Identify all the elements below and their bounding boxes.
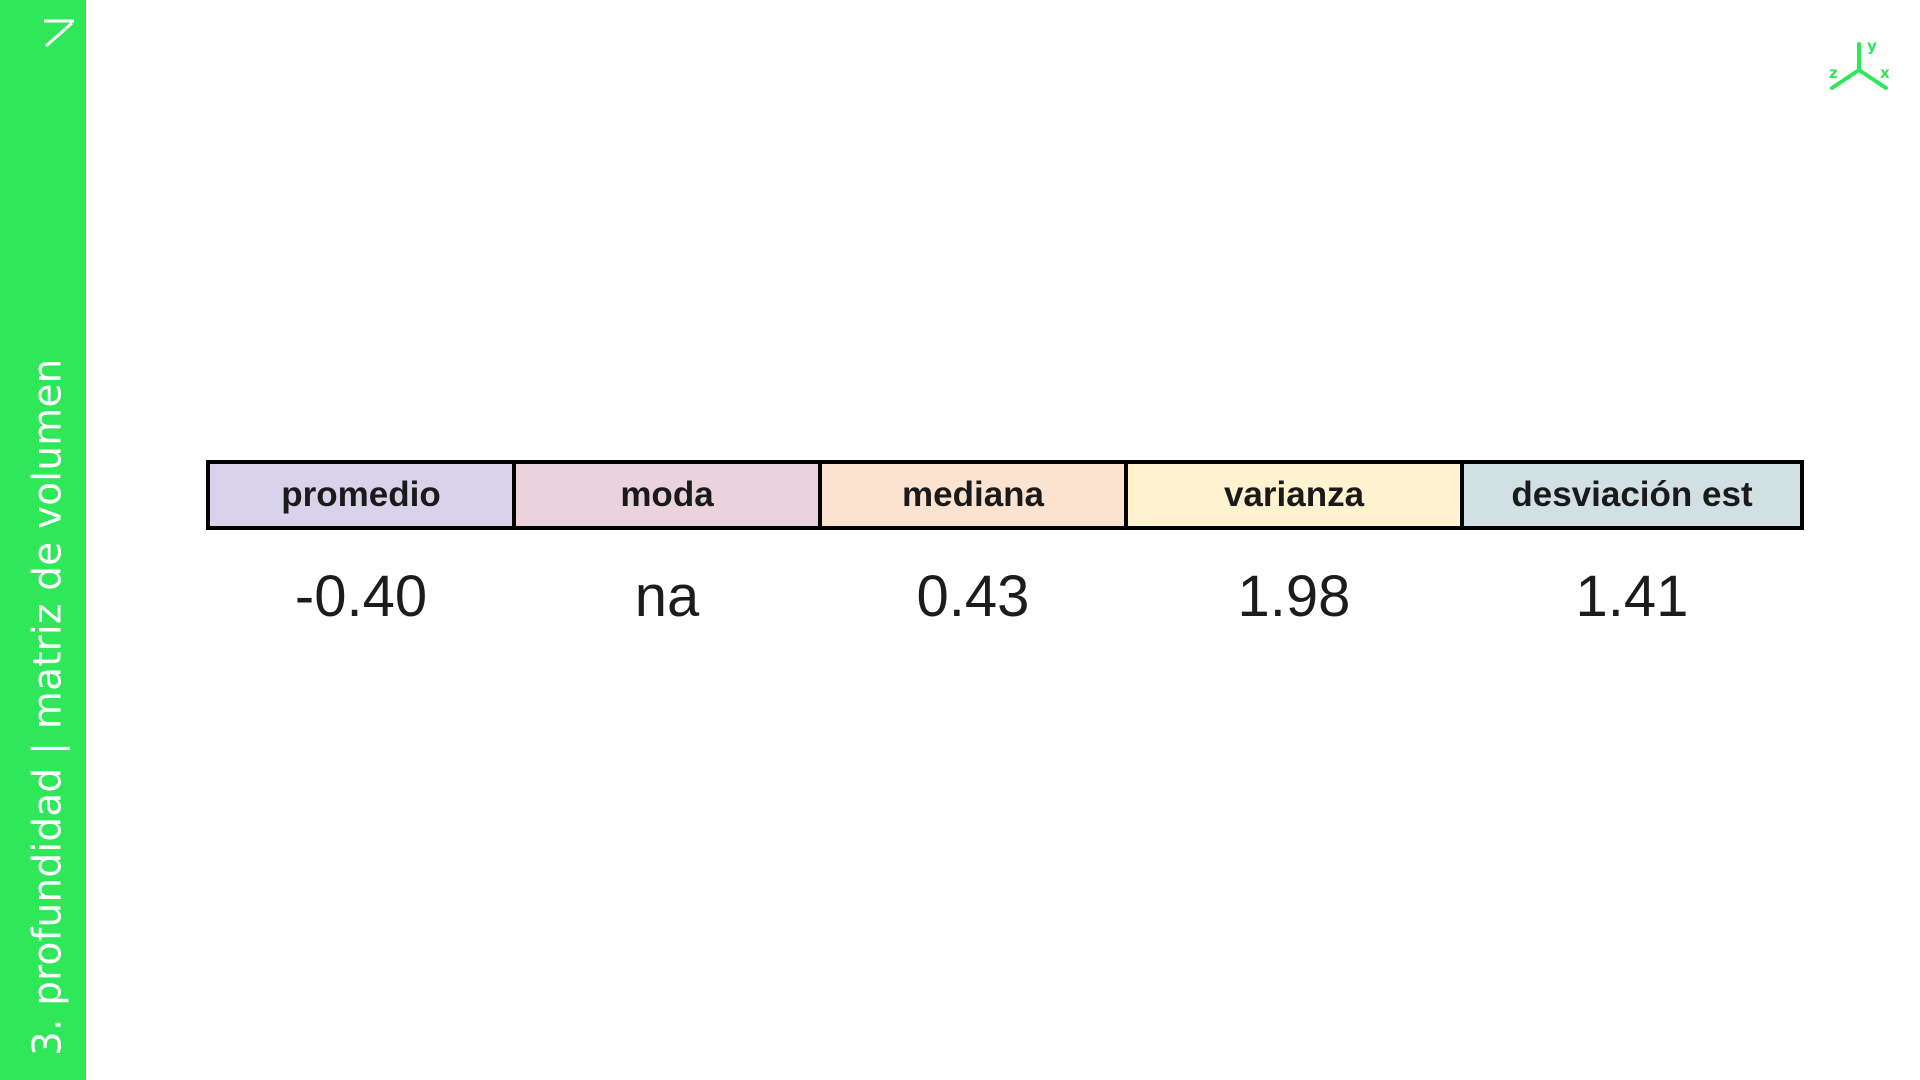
value-mediana: 0.43	[916, 563, 1030, 629]
header-mediana: mediana	[818, 460, 1128, 530]
corner-mark-icon	[44, 19, 74, 48]
value-desviacion-est: 1.41	[1575, 563, 1689, 629]
xyz-axes-icon: y z x	[1829, 37, 1890, 90]
axis-label-z: z	[1829, 64, 1838, 82]
section-title: 3. profundidad | matriz de volumen	[25, 358, 71, 1056]
sidebar-band: 3. profundidad | matriz de volumen	[0, 0, 86, 1080]
header-desviacion-est: desviación est	[1460, 460, 1804, 530]
value-moda: na	[634, 563, 700, 629]
header-promedio: promedio	[206, 460, 516, 530]
header-row: promedio moda mediana varianza desviació…	[206, 460, 1804, 530]
value-varianza: 1.98	[1237, 563, 1351, 629]
values-row: -0.40 na 0.43 1.98 1.41	[208, 528, 1802, 662]
header-moda: moda	[512, 460, 822, 530]
axis-label-x: x	[1880, 64, 1890, 82]
statistics-table: promedio moda mediana varianza desviació…	[206, 460, 1804, 662]
header-varianza: varianza	[1124, 460, 1464, 530]
value-promedio: -0.40	[294, 563, 428, 629]
axis-label-y: y	[1867, 37, 1877, 55]
